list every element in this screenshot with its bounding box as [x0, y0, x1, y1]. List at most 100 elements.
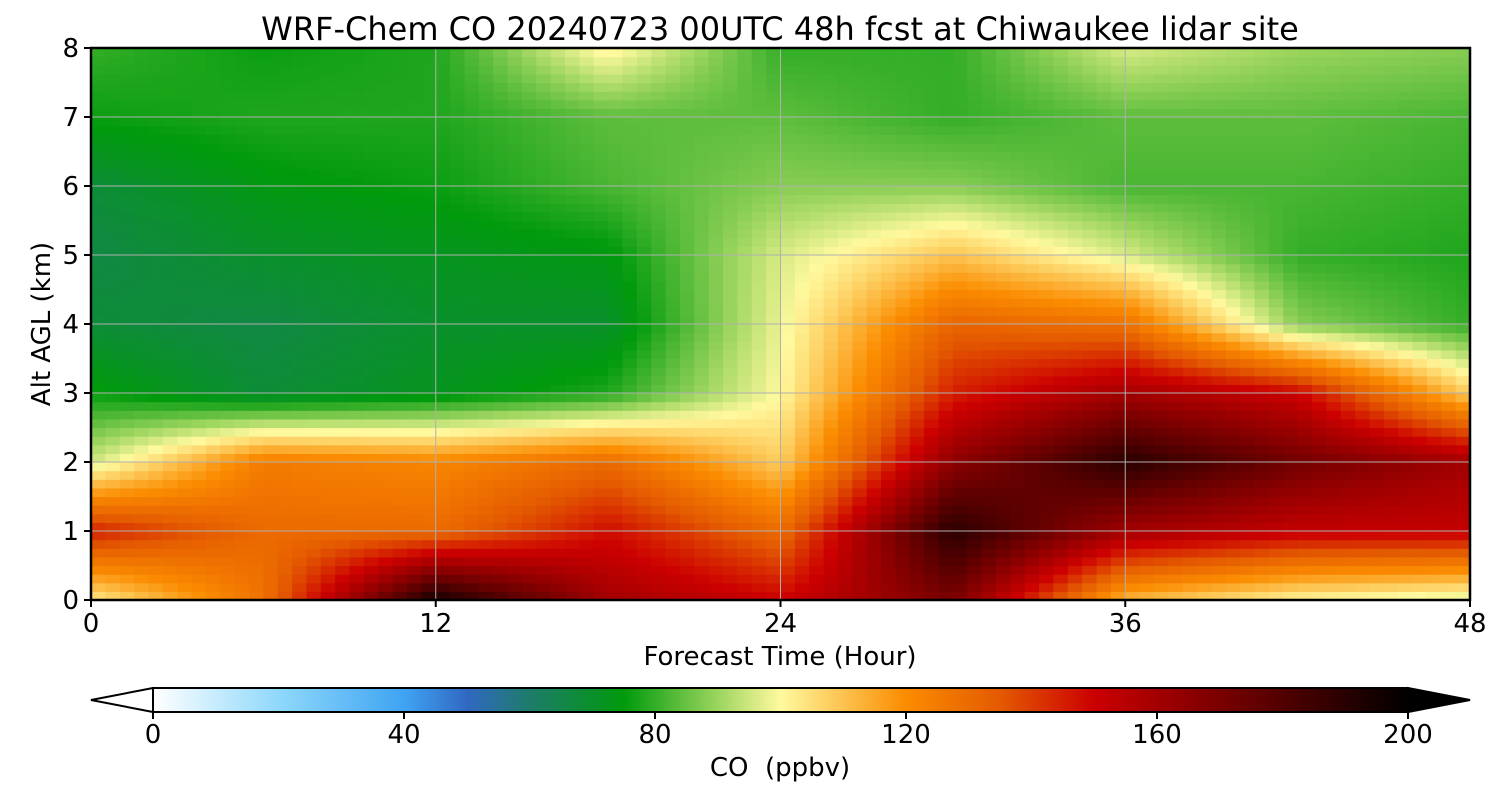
heatmap-cell	[220, 479, 236, 489]
heatmap-cell	[1110, 401, 1126, 411]
heatmap-cell	[1139, 73, 1155, 84]
heatmap-cell	[119, 418, 135, 429]
heatmap-cell	[737, 168, 753, 178]
heatmap-cell	[1168, 332, 1184, 342]
heatmap-cell	[708, 427, 724, 437]
heatmap-cell	[679, 237, 695, 247]
heatmap-cell	[809, 117, 825, 127]
heatmap-cell	[780, 315, 796, 325]
heatmap-cell	[421, 48, 437, 58]
heatmap-cell	[162, 453, 178, 463]
heatmap-cell	[1153, 73, 1169, 84]
heatmap-cell	[1010, 211, 1026, 222]
heatmap-cell	[1153, 99, 1169, 109]
heatmap-cell	[852, 263, 868, 273]
heatmap-cell	[450, 298, 466, 308]
heatmap-cell	[1182, 108, 1198, 118]
heatmap-cell	[737, 436, 753, 446]
heatmap-cell	[1053, 462, 1069, 472]
heatmap-cell	[234, 548, 250, 558]
heatmap-cell	[909, 418, 925, 429]
heatmap-cell	[478, 539, 494, 549]
heatmap-cell	[866, 522, 882, 532]
heatmap-cell	[363, 194, 379, 204]
heatmap-cell	[263, 349, 279, 360]
heatmap-cell	[421, 367, 437, 377]
heatmap-cell	[622, 91, 638, 101]
heatmap-cell	[450, 565, 466, 575]
heatmap-cell	[651, 65, 667, 75]
heatmap-cell	[636, 418, 652, 429]
heatmap-cell	[392, 349, 408, 360]
heatmap-cell	[493, 582, 509, 592]
heatmap-cell	[995, 401, 1011, 411]
heatmap-cell	[1197, 487, 1213, 498]
heatmap-cell	[981, 358, 997, 368]
heatmap-cell	[521, 237, 537, 247]
heatmap-cell	[536, 436, 552, 446]
heatmap-cell	[1010, 531, 1026, 541]
heatmap-cell	[1182, 298, 1198, 308]
heatmap-cell	[162, 384, 178, 394]
heatmap-cell	[205, 453, 221, 463]
heatmap-cell	[220, 177, 236, 187]
heatmap-cell	[335, 324, 351, 334]
heatmap-cell	[191, 220, 207, 230]
heatmap-cell	[119, 496, 135, 506]
heatmap-cell	[737, 358, 753, 368]
heatmap-cell	[952, 203, 968, 213]
heatmap-cell	[421, 211, 437, 222]
heatmap-cell	[464, 436, 480, 446]
heatmap-cell	[622, 229, 638, 239]
heatmap-cell	[622, 289, 638, 299]
heatmap-cell	[1024, 531, 1040, 541]
heatmap-cell	[881, 505, 897, 515]
heatmap-cell	[493, 91, 509, 101]
heatmap-cell	[191, 513, 207, 523]
heatmap-cell	[909, 565, 925, 575]
heatmap-cell	[550, 496, 566, 506]
heatmap-cell	[723, 487, 738, 498]
heatmap-cell	[809, 99, 825, 109]
heatmap-cell	[780, 117, 796, 127]
heatmap-cell	[292, 556, 308, 567]
heatmap-cell	[493, 410, 509, 420]
heatmap-cell	[694, 513, 710, 523]
heatmap-cell	[464, 306, 480, 316]
heatmap-cell	[995, 496, 1011, 506]
heatmap-cell	[895, 151, 911, 161]
heatmap-cell	[335, 462, 351, 472]
heatmap-cell	[909, 591, 925, 600]
heatmap-cell	[809, 358, 825, 368]
heatmap-cell	[91, 73, 106, 84]
heatmap-cell	[234, 134, 250, 144]
heatmap-cell	[636, 194, 652, 204]
heatmap-cell	[1024, 591, 1040, 600]
heatmap-cell	[292, 384, 308, 394]
heatmap-cell	[435, 522, 451, 532]
heatmap-cell	[378, 220, 394, 230]
heatmap-cell	[1197, 108, 1213, 118]
heatmap-cell	[622, 220, 638, 230]
heatmap-cell	[895, 522, 911, 532]
heatmap-cell	[1082, 574, 1098, 584]
heatmap-cell	[651, 470, 667, 480]
heatmap-cell	[837, 496, 853, 506]
heatmap-cell	[162, 117, 178, 127]
heatmap-cell	[938, 229, 954, 239]
heatmap-cell	[1010, 65, 1026, 75]
heatmap-cell	[593, 229, 609, 239]
heatmap-cell	[1067, 358, 1083, 368]
heatmap-cell	[349, 367, 365, 377]
heatmap-cell	[349, 556, 365, 567]
heatmap-cell	[392, 108, 408, 118]
heatmap-cell	[823, 280, 839, 291]
heatmap-cell	[292, 591, 308, 600]
heatmap-cell	[1096, 410, 1112, 420]
heatmap-cell	[952, 479, 968, 489]
heatmap-cell	[292, 505, 308, 515]
heatmap-cell	[723, 229, 738, 239]
heatmap-cell	[91, 177, 106, 187]
heatmap-cell	[177, 427, 193, 437]
heatmap-cell	[335, 496, 351, 506]
